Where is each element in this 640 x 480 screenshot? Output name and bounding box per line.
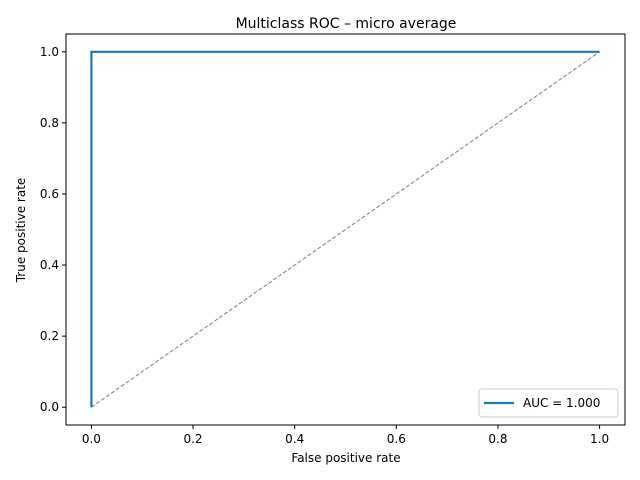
x-tick-label: 0.6 [387, 432, 406, 446]
x-tick-label: 0.4 [285, 432, 304, 446]
y-tick-label: 0.0 [40, 400, 59, 414]
series-layer [90, 50, 600, 408]
plot-frame [65, 33, 626, 426]
x-tick-label: 0.0 [82, 432, 101, 446]
x-tick-label: 0.8 [488, 432, 507, 446]
y-axis-label: True positive rate [14, 178, 28, 284]
legend-label: AUC = 1.000 [523, 396, 600, 410]
roc-curve-line [90, 50, 600, 408]
y-axis-ticks: 0.0 0.2 0.4 0.6 0.8 1.0 [40, 45, 66, 414]
legend-box [478, 388, 619, 418]
y-tick-label: 0.2 [40, 329, 59, 343]
chart-title: Multiclass ROC – micro average [236, 16, 457, 32]
x-tick-label: 0.2 [183, 432, 202, 446]
x-axis-ticks: 0.0 0.2 0.4 0.6 0.8 1.0 [82, 425, 609, 446]
chance-diagonal-line [91, 51, 600, 408]
y-tick-label: 0.6 [40, 187, 59, 201]
y-tick-label: 0.4 [40, 258, 59, 272]
y-tick-label: 0.8 [40, 116, 59, 130]
y-tick-label: 1.0 [40, 45, 59, 59]
x-axis-label: False positive rate [291, 451, 400, 465]
x-tick-label: 1.0 [590, 432, 609, 446]
legend: AUC = 1.000 [478, 388, 619, 418]
